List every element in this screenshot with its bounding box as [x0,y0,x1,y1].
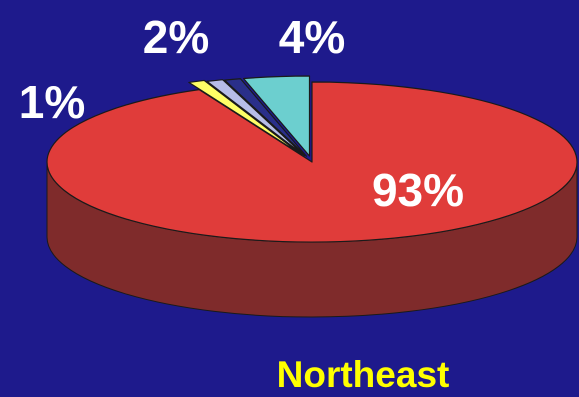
slice-top-2 [206,79,306,157]
slice-top-0 [46,81,578,243]
slice-label-4: 4% [279,11,345,63]
chart-caption: Northeast [276,354,450,395]
slice-label-1: 1% [19,76,85,128]
slice-top-3 [223,78,308,157]
pie-tops [46,75,578,243]
slice-top-1 [188,79,303,156]
slice-label-2: 2% [143,11,209,63]
slice-top-4 [242,75,311,157]
slice-label-main: 93% [372,164,464,216]
